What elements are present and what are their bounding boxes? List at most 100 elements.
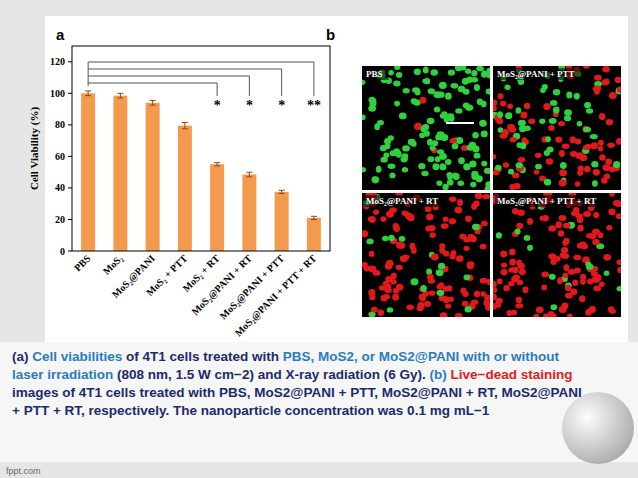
cell-dot (609, 309, 616, 314)
cell-dot (362, 262, 368, 268)
cell-dot (599, 282, 605, 287)
cell-dot (500, 269, 507, 275)
cell-dot (564, 115, 571, 121)
cell-dot (373, 209, 379, 215)
cell-dot (427, 118, 435, 124)
cell-dot (445, 303, 451, 308)
cell-dot (436, 284, 444, 289)
category-label: MoS₂@PANI + RT (189, 252, 254, 317)
cell-dot (402, 167, 408, 173)
image-label: MoS₂@PANI + PTT + RT (497, 196, 596, 206)
cell-dot (527, 218, 533, 225)
cell-dot (495, 302, 501, 308)
cell-dot (467, 261, 475, 267)
cell-dot (372, 177, 379, 184)
cell-dot (434, 91, 442, 98)
cell-dot (592, 239, 600, 245)
tick-label: 60 (55, 151, 65, 162)
cell-dot (574, 93, 580, 100)
cell-dot (516, 107, 522, 114)
tick (68, 61, 72, 62)
cell-dot (481, 221, 488, 226)
cell-dot (388, 235, 394, 241)
cell-dot (449, 218, 456, 224)
cell-dot (394, 66, 400, 70)
cell-dot (524, 235, 531, 241)
caption-text: (a) (12, 349, 32, 364)
cell-dot (512, 208, 518, 215)
tick-label: 100 (50, 88, 65, 99)
cell-dot (474, 153, 481, 159)
cell-dot (383, 294, 390, 300)
cell-dot (496, 232, 502, 238)
error-bar (117, 93, 123, 98)
cell-dot (392, 294, 399, 301)
cell-dot (411, 98, 417, 104)
bracket (88, 83, 217, 96)
cell-dot (362, 230, 368, 237)
cell-dot (550, 304, 557, 310)
cell-dot (362, 80, 365, 85)
caption-text: images of 4T1 cells treated with PBS, Mo… (12, 385, 582, 418)
cell-dot (495, 165, 502, 171)
cell-dot (376, 166, 382, 173)
cell-dot (418, 163, 425, 169)
cell-dot (590, 134, 598, 139)
image-bg (362, 66, 490, 190)
tick (68, 187, 72, 188)
cell-dot (462, 301, 469, 307)
cell-dot (557, 277, 563, 284)
cell-dot (559, 215, 567, 221)
cell-dot (507, 124, 515, 131)
cell-dot (482, 194, 490, 199)
cell-dot (382, 236, 389, 241)
bracket (88, 76, 249, 96)
cell-dot (585, 262, 591, 267)
cell-dot (565, 293, 573, 299)
cell-dot (393, 225, 400, 232)
cell-dot (410, 278, 418, 285)
image-bg (362, 193, 490, 317)
cell-dot (575, 181, 581, 186)
micrograph (362, 193, 490, 317)
cell-dot (593, 86, 601, 92)
cell-dot (446, 285, 452, 291)
cell-dot (439, 134, 446, 139)
cell-dot (583, 256, 590, 262)
cell-dot (586, 233, 594, 239)
category-label: MoS₂ + PTT (144, 252, 190, 298)
tick (68, 124, 72, 125)
cell-dot (560, 162, 567, 169)
caption: (a) Cell viabilities of 4T1 cells treate… (12, 348, 590, 420)
cell-dot (597, 232, 603, 238)
cell-dot (518, 157, 526, 162)
cell-dot (591, 142, 598, 149)
cell-dot (563, 264, 569, 271)
cell-dot (498, 93, 504, 99)
cell-dot (572, 279, 578, 285)
cell-dot (548, 125, 554, 131)
cell-dot (493, 105, 497, 111)
cell-dot (370, 98, 377, 105)
cell-dot (510, 137, 517, 142)
cell-dot (497, 111, 503, 118)
cell-dot (460, 66, 466, 70)
bracket (88, 69, 282, 96)
cell-dot (574, 267, 581, 273)
bar (178, 126, 192, 251)
cell-dot (402, 145, 410, 151)
cell-dot (440, 312, 448, 317)
cell-dot (609, 92, 617, 99)
error-bar (182, 122, 188, 128)
cell-dot (411, 141, 417, 147)
image-label: MoS₂@PANI + PTT (497, 69, 575, 79)
image-bg (493, 193, 621, 317)
bar (210, 164, 224, 251)
cell-dot (549, 118, 557, 124)
cell-dot (584, 102, 591, 108)
cell-dot (570, 151, 577, 157)
cell-dot (453, 173, 460, 180)
cell-dot (396, 284, 403, 291)
cell-dot (534, 169, 540, 174)
cell-dot (493, 281, 497, 288)
